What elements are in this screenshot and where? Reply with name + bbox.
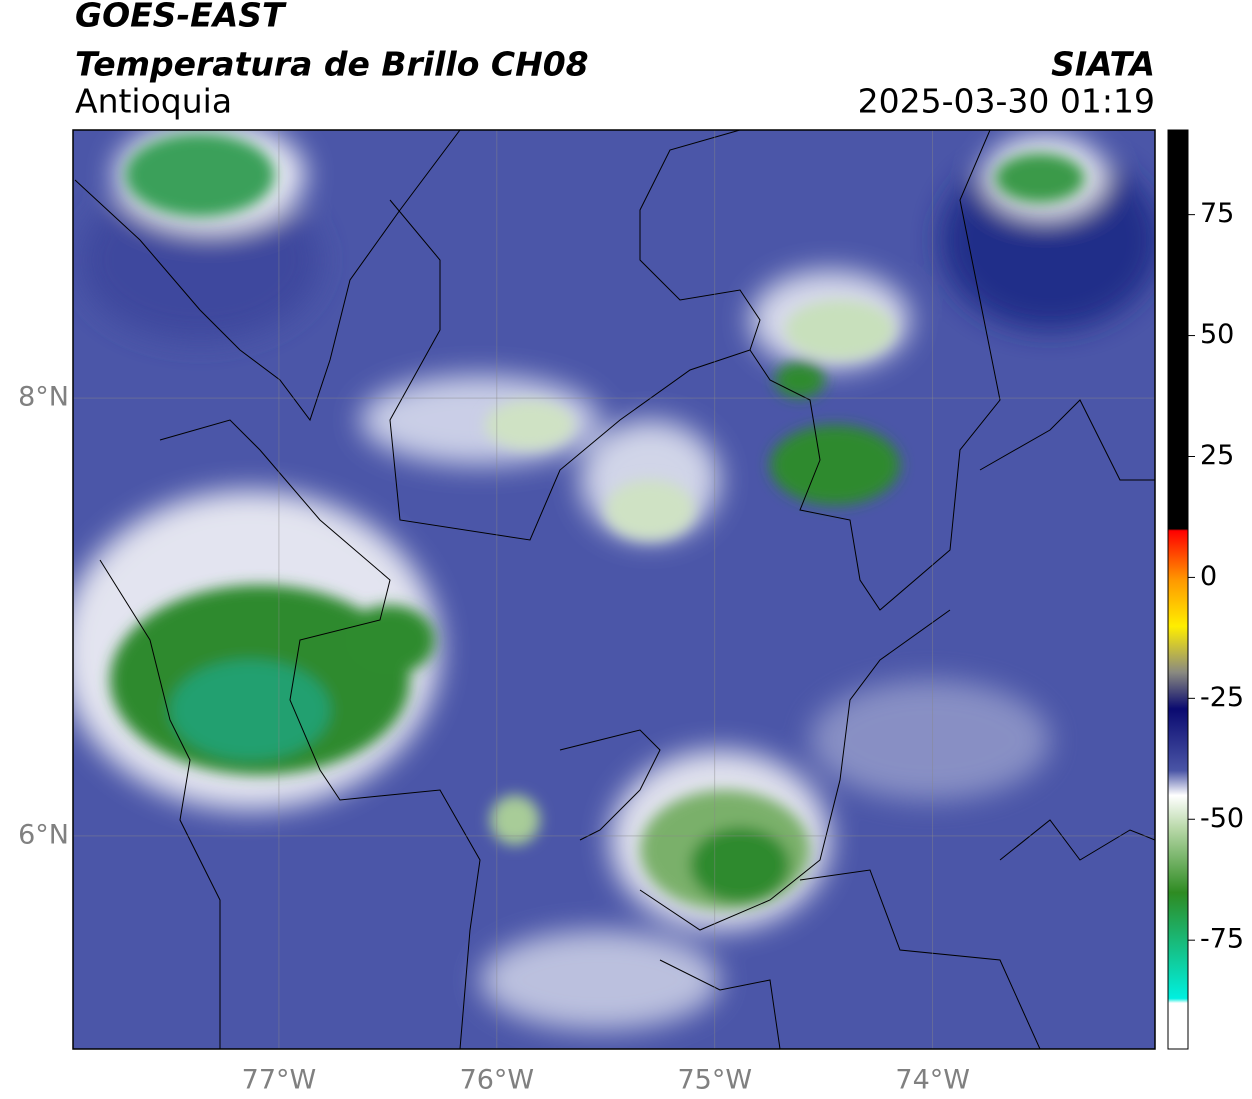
- colorbar: [1167, 129, 1189, 1050]
- map-image: [73, 130, 1155, 1049]
- y-tick-label: 8°N: [18, 382, 69, 413]
- x-tick-label: 76°W: [460, 1065, 535, 1096]
- colorbar-tick-label: -75: [1200, 924, 1244, 955]
- agency-label: SIATA: [1051, 45, 1155, 84]
- colorbar-tick-label: 0: [1200, 561, 1217, 592]
- colorbar-tick-label: 75: [1200, 198, 1234, 229]
- region-label: Antioquia: [75, 82, 232, 121]
- x-tick-label: 75°W: [678, 1065, 753, 1096]
- datetime-label: 2025-03-30 01:19: [858, 82, 1155, 121]
- map-frame: [72, 129, 1156, 1050]
- colorbar-tick-label: -25: [1200, 682, 1244, 713]
- colorbar-tick-label: 50: [1200, 319, 1234, 350]
- colorbar-tick-label: -50: [1200, 803, 1244, 834]
- colorbar-tick-label: 25: [1200, 440, 1234, 471]
- x-tick-label: 77°W: [242, 1065, 317, 1096]
- source-title: GOES-EAST: [75, 0, 287, 35]
- product-title: Temperatura de Brillo CH08: [75, 45, 589, 84]
- x-tick-label: 74°W: [895, 1065, 970, 1096]
- grid: [73, 130, 1155, 1049]
- y-tick-label: 6°N: [18, 819, 69, 850]
